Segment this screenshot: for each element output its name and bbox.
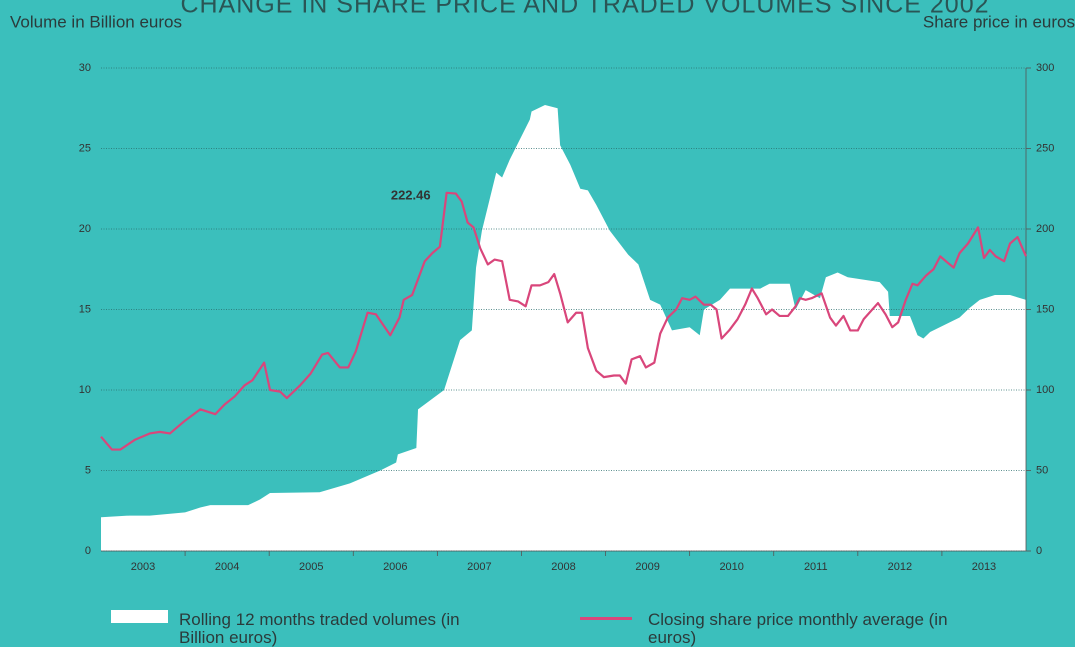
y2-tick-label: 250 bbox=[1036, 142, 1054, 154]
y2-tick-label: 150 bbox=[1036, 303, 1054, 315]
legend-label: Closing share price monthly average (in … bbox=[648, 610, 948, 647]
x-tick-label: 2008 bbox=[551, 561, 575, 573]
y-tick-label: 15 bbox=[79, 303, 91, 315]
y2-tick-label: 0 bbox=[1036, 545, 1042, 557]
x-tick-label: 2003 bbox=[131, 561, 155, 573]
legend-label: Rolling 12 months traded volumes (in Bil… bbox=[179, 610, 460, 647]
x-tick-label: 2010 bbox=[719, 561, 743, 573]
y2-tick-label: 200 bbox=[1036, 223, 1054, 235]
x-tick-label: 2005 bbox=[299, 561, 323, 573]
x-tick-label: 2011 bbox=[804, 561, 828, 573]
y2-tick-label: 50 bbox=[1036, 464, 1048, 476]
y-tick-label: 5 bbox=[85, 464, 91, 476]
price-line bbox=[100, 191, 1028, 451]
volume-area bbox=[101, 105, 1026, 551]
legend-swatch-area bbox=[111, 610, 168, 623]
y2-tick-label: 100 bbox=[1036, 384, 1054, 396]
y-axis-title: Volume in Billion euros bbox=[10, 12, 182, 31]
x-tick-label: 2009 bbox=[635, 561, 659, 573]
x-tick-label: 2013 bbox=[972, 561, 996, 573]
x-tick-label: 2004 bbox=[215, 561, 239, 573]
x-tick-label: 2012 bbox=[888, 561, 912, 573]
x-tick-label: 2006 bbox=[383, 561, 407, 573]
chart-title: CHANGE IN SHARE PRICE AND TRADED VOLUMES… bbox=[180, 0, 989, 19]
y-tick-label: 0 bbox=[85, 545, 91, 557]
y2-axis-title: Share price in euros bbox=[923, 12, 1075, 31]
peak-label: 222.46 bbox=[391, 187, 431, 202]
y-tick-label: 20 bbox=[79, 223, 91, 235]
legend-swatch-line bbox=[580, 617, 632, 620]
y2-tick-label: 300 bbox=[1036, 62, 1054, 74]
y-tick-label: 10 bbox=[79, 384, 91, 396]
x-tick-label: 2007 bbox=[467, 561, 491, 573]
y-tick-label: 30 bbox=[79, 62, 91, 74]
y-tick-label: 25 bbox=[79, 142, 91, 154]
